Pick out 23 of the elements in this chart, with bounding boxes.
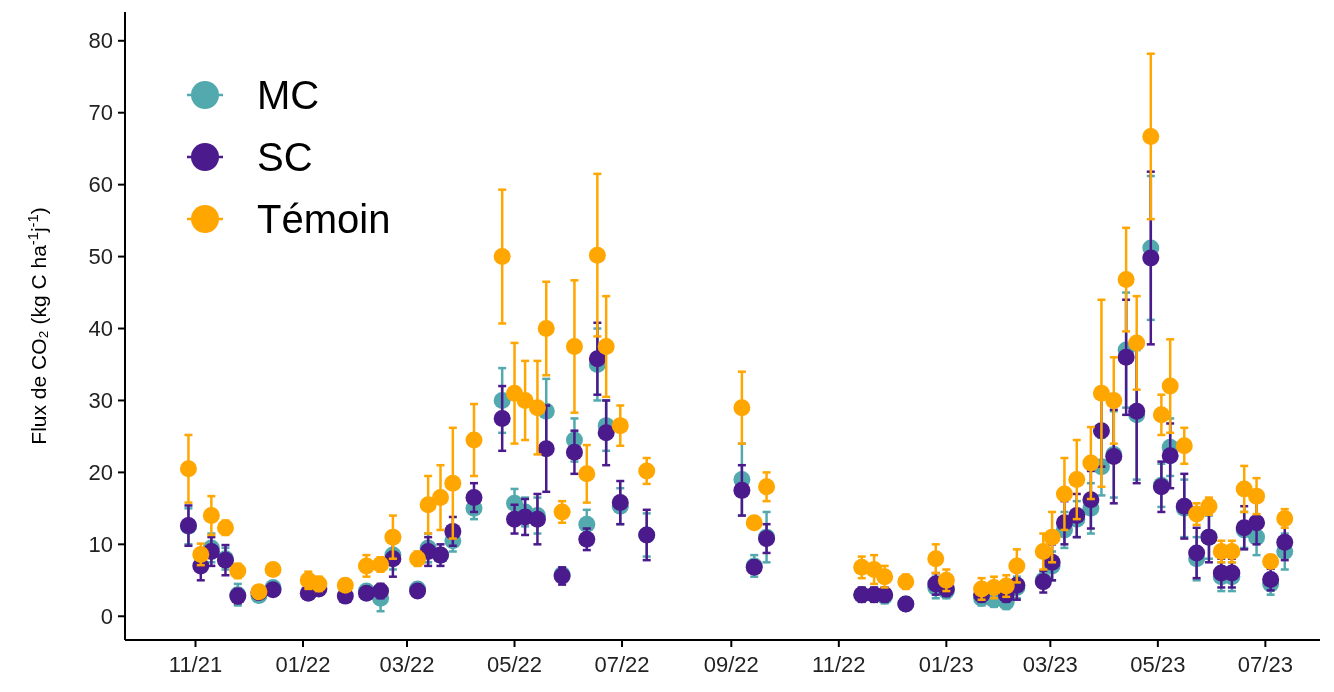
legend-label: Témoin [257,197,391,241]
y-tick-label: 70 [88,100,113,126]
x-tick-label: 09/22 [703,652,759,677]
y-tick-label: 20 [88,460,113,486]
x-tick-label: 01/23 [918,652,974,677]
y-tick-label: 40 [88,316,113,342]
x-tick-label: 01/22 [275,652,331,677]
x-tick-label: 05/22 [486,652,543,677]
x-tick-label: 11/22 [812,652,866,677]
y-tick-label: 50 [88,244,113,270]
x-tick-label: 07/23 [1237,652,1293,677]
y-tick-label: 60 [88,172,113,198]
y-tick-label: 0 [100,603,113,629]
x-tick-label: 03/23 [1022,652,1078,677]
y-tick-label: 30 [88,388,113,414]
y-tick-label: 10 [88,532,113,558]
x-tick-label: 05/23 [1130,652,1186,677]
x-tick-label: 03/22 [379,652,435,677]
legend-label: MC [257,73,320,117]
legend-label: SC [257,135,313,179]
y-tick-label: 80 [88,28,113,54]
x-tick-label: 07/22 [594,652,650,677]
x-tick-label: 11/21 [168,652,223,677]
